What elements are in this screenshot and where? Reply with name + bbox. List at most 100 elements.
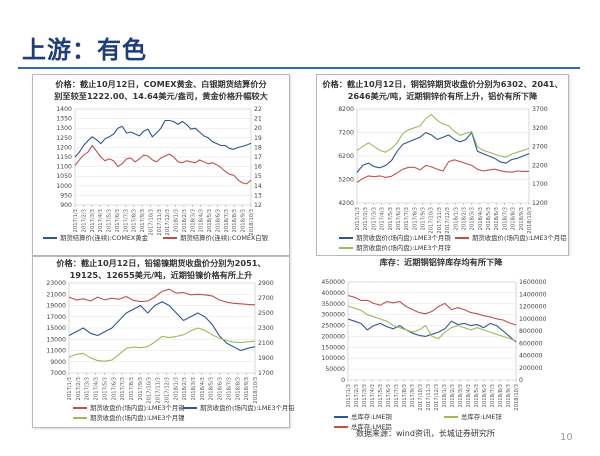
legend-swatch	[183, 407, 197, 409]
x-tick-label: 2017/10/3	[148, 209, 154, 236]
legend-item: 期货结算价(连续):COMEX白银	[163, 233, 268, 242]
y-right-tick-label: 800000	[519, 328, 543, 335]
y-left-tick-label: 9000	[50, 359, 66, 366]
y-right-tick-label: 3200	[532, 125, 548, 132]
y-left-tick-label: 1350	[56, 116, 72, 123]
y-right-tick-label: 1200000	[519, 304, 547, 311]
y-right-tick-label: 600000	[519, 340, 543, 347]
x-tick-label: 2017/10/3	[418, 384, 424, 411]
x-tick-label: 2017/7/3	[123, 209, 129, 232]
x-tick-label: 2017/11/3	[426, 384, 432, 411]
legend-item: 期货收盘价(场内盘):LME3个月铝	[455, 233, 567, 242]
x-tick-label: 2017/9/3	[140, 209, 146, 232]
slide-title: 上游：有色	[22, 36, 147, 64]
x-tick-label: 2017/2/3	[76, 377, 82, 400]
y-right-tick-label: 1000000	[519, 316, 547, 323]
series-line-1	[68, 301, 256, 352]
y-left-tick-label: 4200	[338, 200, 354, 207]
y-left-tick-label: 250000	[321, 323, 345, 330]
chart-svg: 4200 5200 6200 7200 8200 1200 1700 2200 2700 3200…	[338, 106, 548, 234]
y-right-tick-label: 1200	[532, 200, 548, 207]
x-tick-label: 2017/2/3	[81, 209, 87, 232]
x-tick-label: 2017/9/3	[410, 384, 416, 407]
x-tick-label: 2017/5/3	[102, 377, 108, 400]
y-right-tick-label: 0	[519, 377, 523, 384]
y-left-tick-label: 19000	[46, 303, 66, 310]
y-right-tick-label: 18	[254, 144, 262, 151]
series-line-2	[356, 114, 530, 158]
x-tick-label: 2017/11/3	[157, 209, 163, 236]
x-tick-label: 2018/2/3	[450, 384, 456, 407]
y-left-tick-label: 23000	[46, 280, 66, 287]
x-tick-label: 2018/6/3	[215, 209, 221, 232]
series-line-1	[347, 305, 517, 342]
series-line-0	[68, 288, 256, 306]
x-tick-label: 2017/4/3	[94, 377, 100, 400]
x-tick-label: 2017/6/3	[396, 207, 402, 230]
chart-caption: 价格：截止10月12日，铜铝锌期货收盘价分别为6302、2041、 2646美元/…	[317, 78, 568, 102]
y-left-tick-label: 11000	[46, 348, 66, 355]
x-tick-label: 2018/9/3	[244, 377, 250, 400]
series-line-0	[74, 119, 252, 158]
x-tick-label: 2017/4/3	[98, 209, 104, 232]
x-tick-label: 2018/7/3	[502, 207, 508, 230]
title-rule	[18, 67, 580, 69]
y-right-tick-label: 2500	[258, 310, 274, 317]
chart-caption-line1: 价格：截止10月12日，COMEX黄金、白银期货结算价分	[55, 79, 267, 89]
x-tick-label: 2018/8/3	[232, 209, 238, 232]
y-left-tick-label: 1200	[56, 144, 72, 151]
chart-panel-lme-inventory: 库存：近期铜铝锌库存均有所下降 0 50000 100000 150000 200000 2…	[304, 256, 578, 431]
legend-item: 总库存:LME铝	[334, 422, 392, 431]
x-tick-label: 2017/12/3	[164, 377, 170, 404]
x-tick-label: 2017/8/3	[129, 377, 135, 400]
x-tick-label: 2017/8/3	[412, 207, 418, 230]
y-right-tick-label: 2100	[258, 340, 274, 347]
y-left-tick-label: 100000	[321, 355, 345, 362]
y-right-tick-label: 16	[254, 164, 262, 171]
x-tick-label: 2018/4/3	[478, 207, 484, 230]
x-tick-label: 2018/8/3	[511, 207, 517, 230]
legend-item: 总库存:LME锌	[444, 412, 502, 421]
legend-label: 期货结算价(连续):COMEX白银	[180, 234, 269, 242]
x-tick-label: 2017/1/3	[346, 384, 352, 407]
y-left-tick-label: 350000	[321, 301, 345, 308]
series-line-2	[68, 327, 256, 362]
legend-label: 期货结算价(连续):COMEX黄金	[60, 234, 149, 242]
x-tick-label: 2017/2/3	[354, 384, 360, 407]
series-line-0	[347, 318, 517, 343]
x-tick-label: 2018/5/3	[207, 209, 213, 232]
x-tick-label: 2018/4/3	[466, 384, 472, 407]
y-right-tick-label: 400000	[519, 353, 543, 360]
y-left-tick-label: 5200	[338, 177, 354, 184]
x-tick-label: 2018/8/3	[235, 377, 241, 400]
x-tick-label: 2017/1/3	[67, 377, 73, 400]
x-tick-label: 2017/5/3	[107, 209, 113, 232]
x-tick-label: 2018/3/3	[470, 207, 476, 230]
legend-swatch	[339, 237, 353, 239]
legend-swatch	[455, 237, 469, 239]
x-tick-label: 2018/4/3	[200, 377, 206, 400]
x-tick-label: 2018/5/3	[209, 377, 215, 400]
x-tick-label: 2017/7/3	[394, 384, 400, 407]
series-line-1	[356, 159, 529, 183]
series-line-1	[74, 144, 252, 185]
x-tick-label: 2017/6/3	[386, 384, 392, 407]
legend-label: 总库存:LME锌	[461, 413, 502, 421]
y-left-tick-label: 1100	[56, 164, 72, 171]
x-tick-label: 2017/4/3	[370, 384, 376, 407]
x-tick-label: 2017/12/3	[445, 207, 451, 234]
y-right-tick-label: 1600000	[519, 279, 547, 286]
x-tick-label: 2017/10/3	[429, 207, 435, 234]
chart-caption-line2: 2646美元/吨，近期铜锌价有所上升，铝价有所下降	[347, 91, 538, 101]
x-tick-label: 2018/3/3	[190, 209, 196, 232]
y-left-tick-label: 900	[60, 202, 72, 209]
x-tick-label: 2018/1/3	[453, 207, 459, 230]
chart-panel-lead-tin-nickel: 价格：截止10月12日，铅锡镍期货收盘价分别为2051、 19125、12655美…	[32, 256, 295, 428]
y-left-tick-label: 15000	[46, 325, 66, 332]
x-tick-label: 2017/9/3	[138, 377, 144, 400]
x-tick-label: 2018/3/3	[191, 377, 197, 400]
data-source-note: 数据来源：wind资讯，长城证券研究所	[356, 429, 495, 438]
legend-label: 期货收盘价(场内盘):LME3个月镍	[90, 414, 185, 422]
legend-item: 期货收盘价(场内盘):LME3个月锡	[73, 403, 185, 412]
chart-caption-line2: 别至较至1222.00、14.64美元/盎司，黄金价格升幅较大	[54, 91, 268, 101]
